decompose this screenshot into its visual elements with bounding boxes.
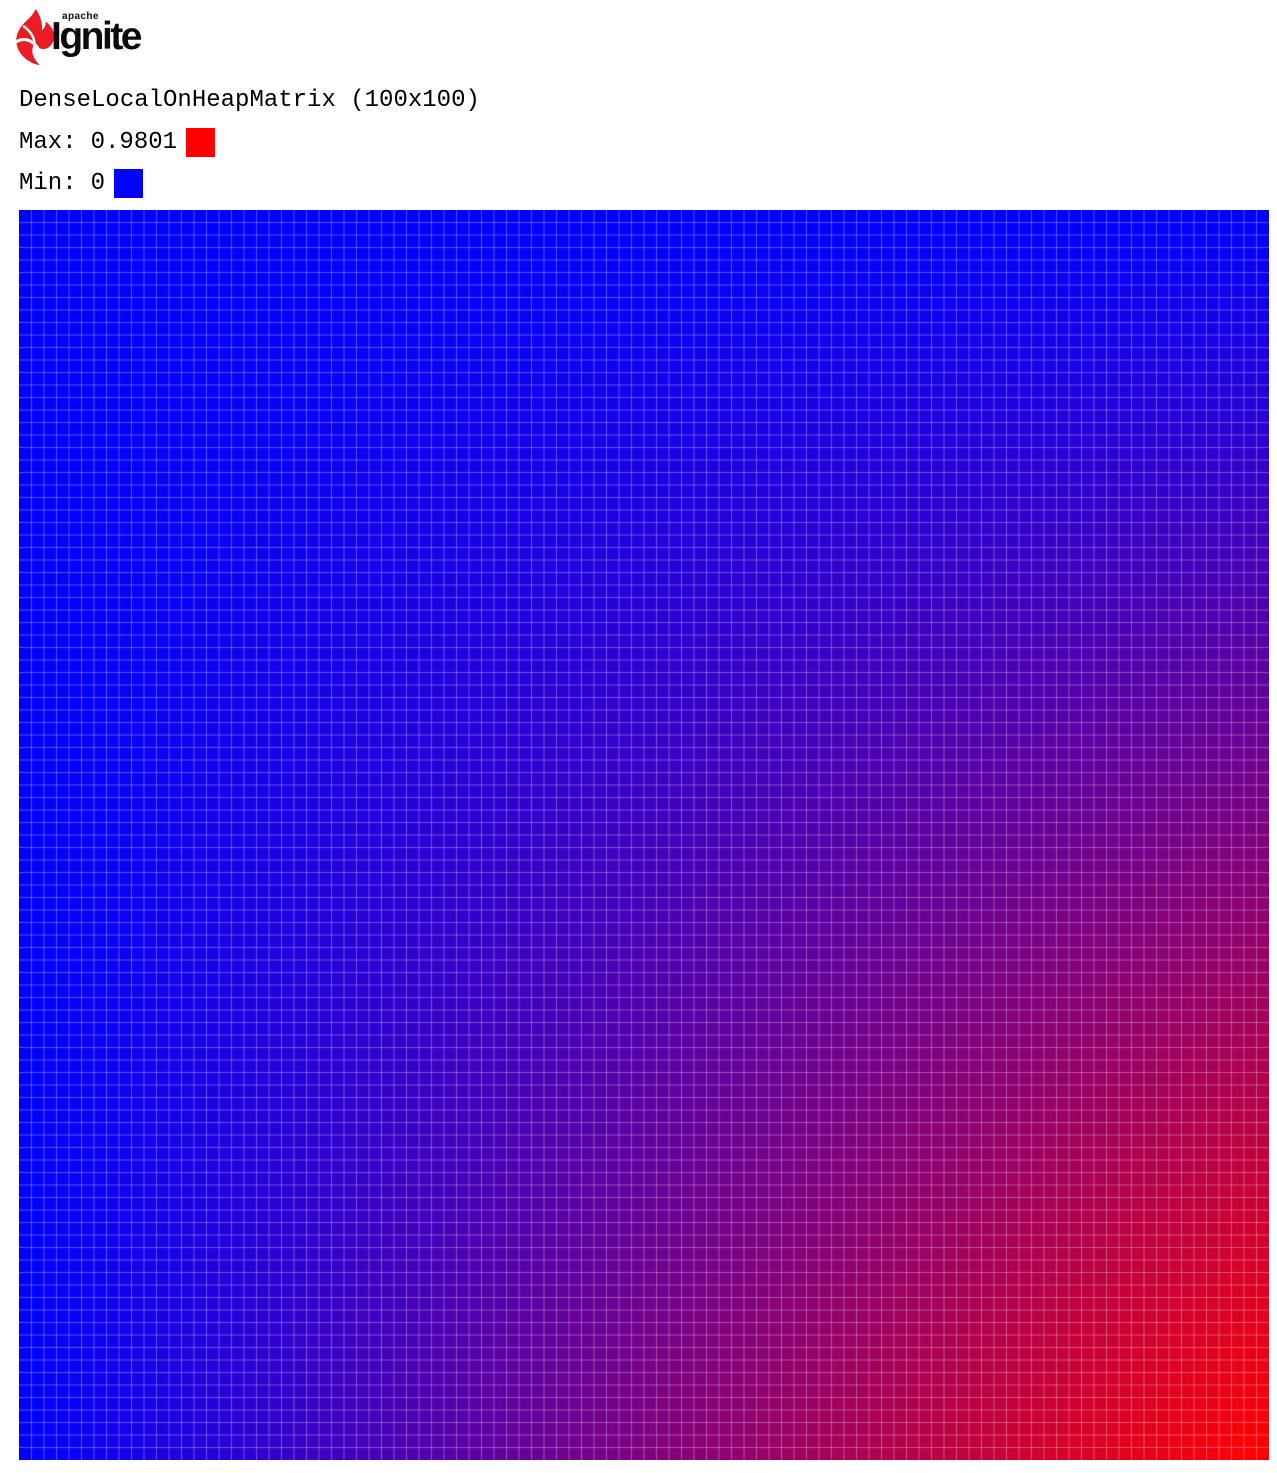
brand-ignite-label: Ignite bbox=[51, 15, 143, 58]
max-value: 0.9801 bbox=[90, 128, 178, 156]
ignite-flame-icon bbox=[14, 9, 55, 65]
brand-apache-label: apache bbox=[62, 11, 99, 22]
max-label: Max: bbox=[19, 128, 77, 156]
min-color-swatch bbox=[114, 168, 144, 198]
min-label: Min: bbox=[19, 169, 77, 197]
min-value: 0 bbox=[90, 169, 106, 197]
apache-ignite-logo: apache Ignite bbox=[14, 8, 234, 66]
matrix-title: DenseLocalOnHeapMatrix (100x100) bbox=[19, 87, 480, 114]
matrix-heatmap bbox=[19, 210, 1269, 1460]
max-color-swatch bbox=[186, 127, 216, 157]
legend-max-row: Max: 0.9801 bbox=[19, 127, 1277, 157]
legend-min-row: Min: 0 bbox=[19, 168, 1277, 198]
